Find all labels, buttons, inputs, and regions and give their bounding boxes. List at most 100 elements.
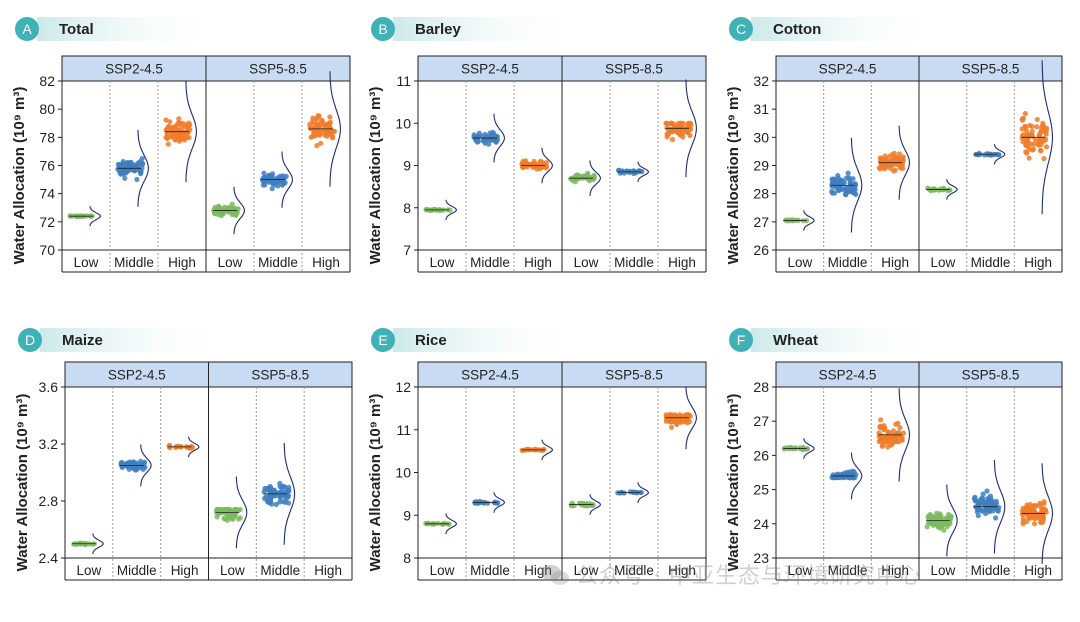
density-curve: [637, 161, 649, 182]
data-point: [127, 459, 133, 465]
facet-strip: [205, 55, 351, 82]
x-tick-label: Low: [218, 255, 243, 270]
data-point: [67, 213, 73, 219]
data-point: [262, 182, 268, 188]
x-tick-label: Middle: [470, 255, 510, 270]
data-point: [118, 162, 124, 168]
data-point: [177, 136, 183, 142]
x-tick-label: Low: [787, 563, 812, 578]
data-point: [668, 424, 675, 430]
x-tick-label: Low: [77, 563, 102, 578]
data-point: [269, 179, 275, 185]
y-tick-label: 9: [403, 507, 411, 523]
y-axis-label: Water Allocation (10⁹ m³): [14, 394, 31, 572]
panel-badge: [729, 17, 753, 41]
data-point: [1043, 128, 1049, 134]
density-curve: [281, 151, 293, 208]
data-point: [983, 505, 990, 511]
data-point: [1041, 138, 1047, 144]
data-point: [283, 173, 289, 179]
data-point: [485, 500, 491, 506]
facet-strip: [561, 55, 707, 82]
data-point: [176, 127, 182, 133]
density-curve: [637, 482, 649, 503]
group-ssp585-middle: [973, 143, 1006, 165]
group-ssp585-high: [1019, 60, 1054, 215]
panel-badge: [371, 328, 395, 352]
x-tick-label: High: [881, 255, 909, 270]
data-point: [1028, 141, 1034, 147]
facet-strip: [417, 55, 563, 82]
panel-c: C Cotton SSP2-4.5 SSP5-8.5 26 27 28 29 30 31 32 Wat…: [725, 17, 1063, 273]
group-ssp585-low: [211, 186, 245, 235]
y-tick-label: 72: [39, 214, 55, 230]
facet-label: SSP2-4.5: [108, 368, 166, 383]
x-tick-label: High: [668, 255, 696, 270]
title-ribbon: [37, 17, 227, 41]
density-curve: [898, 125, 911, 200]
y-tick-label: 11: [396, 422, 411, 438]
data-point: [176, 119, 182, 126]
data-point: [311, 121, 317, 127]
x-tick-label: Middle: [614, 255, 654, 270]
y-axis-label: Water Allocation (10⁹ m³): [11, 87, 28, 265]
data-point: [896, 439, 902, 445]
data-point: [237, 506, 243, 513]
data-point: [318, 140, 324, 146]
group-ssp585-middle: [616, 161, 649, 182]
density-curve: [850, 137, 863, 233]
x-tick-label: High: [168, 255, 196, 270]
data-point: [835, 173, 841, 179]
facet-label: SSP2-4.5: [819, 368, 877, 383]
x-tick-label: High: [1024, 255, 1052, 270]
data-point: [279, 485, 285, 491]
y-axis-label: Water Allocation (10⁹ m³): [725, 394, 742, 572]
data-point: [1026, 155, 1032, 161]
data-point: [327, 114, 333, 120]
data-point: [676, 124, 682, 130]
density-curve: [233, 186, 245, 235]
group-ssp585-low: [214, 476, 248, 549]
density-curve: [589, 494, 601, 515]
x-tick-label: High: [314, 563, 342, 578]
data-point: [277, 173, 283, 179]
y-tick-label: 10: [395, 465, 411, 481]
x-tick-label: High: [524, 563, 552, 578]
data-point: [284, 493, 290, 499]
title-ribbon: [393, 17, 583, 41]
group-ssp585-low: [568, 160, 601, 196]
data-point: [185, 126, 191, 133]
data-point: [1020, 132, 1026, 138]
data-point: [887, 441, 893, 447]
y-tick-label: 31: [753, 101, 769, 117]
y-tick-label: 74: [39, 186, 55, 202]
data-point: [169, 134, 175, 140]
data-point: [437, 207, 443, 213]
data-point: [1037, 500, 1043, 506]
data-point: [843, 192, 849, 198]
panel-a: A Total SSP2-4.5 SSP5-8.5 70 72 74 76 78 80 82 Wate…: [11, 17, 351, 273]
data-point: [117, 169, 123, 175]
x-tick-label: Low: [574, 563, 599, 578]
data-point: [938, 519, 944, 525]
data-point: [880, 157, 887, 163]
data-point: [286, 484, 292, 490]
data-point: [1025, 137, 1031, 143]
data-point: [1023, 141, 1029, 147]
data-point: [938, 513, 944, 519]
data-point: [122, 175, 128, 181]
y-axis-label: Water Allocation (10⁹ m³): [367, 87, 384, 265]
group-ssp245-high: [519, 439, 553, 461]
data-point: [224, 206, 230, 212]
density-curve: [445, 199, 457, 220]
density-curve: [685, 79, 697, 178]
x-tick-label: High: [1024, 563, 1052, 578]
x-tick-label: High: [524, 255, 552, 270]
density-curve: [185, 81, 197, 182]
panel-title: Cotton: [773, 21, 821, 38]
x-tick-label: High: [171, 563, 199, 578]
panel-letter: D: [25, 332, 35, 348]
data-point: [976, 150, 982, 156]
density-curve: [493, 492, 505, 513]
data-point: [1033, 503, 1039, 509]
